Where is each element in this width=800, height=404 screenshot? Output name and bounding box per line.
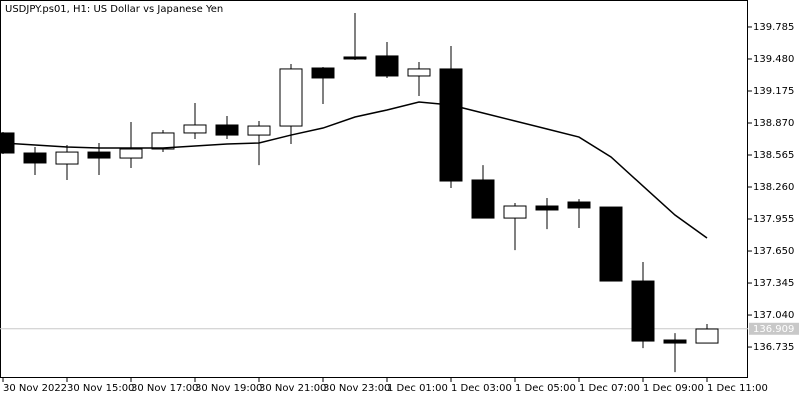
moving-average bbox=[2, 101, 708, 239]
x-tick-label: 1 Dec 03:00 bbox=[451, 383, 512, 394]
candle-body bbox=[439, 68, 463, 182]
x-tick-label: 1 Dec 07:00 bbox=[579, 383, 640, 394]
y-tick-label: 137.040 bbox=[753, 310, 794, 321]
candle-body bbox=[695, 328, 719, 344]
x-tick-label: 30 Nov 15:00 bbox=[67, 383, 134, 394]
x-tick-label: 30 Nov 21:00 bbox=[259, 383, 326, 394]
candle-body bbox=[279, 68, 303, 127]
y-tick-label: 137.955 bbox=[753, 214, 794, 225]
candle-body bbox=[23, 152, 47, 164]
y-tick-label: 138.565 bbox=[753, 150, 794, 161]
candle-body bbox=[567, 201, 591, 209]
last-price-label: 136.909 bbox=[753, 324, 794, 335]
candle-body bbox=[151, 132, 175, 150]
x-tick-label: 30 Nov 23:00 bbox=[323, 383, 390, 394]
candle-body bbox=[55, 151, 79, 165]
candle-body bbox=[311, 67, 335, 79]
candle-body bbox=[663, 339, 687, 344]
x-tick-label: 1 Dec 01:00 bbox=[387, 383, 448, 394]
last-price-tag bbox=[749, 322, 799, 335]
candle-body bbox=[631, 280, 655, 342]
y-tick-label: 136.735 bbox=[753, 342, 794, 353]
x-tick-label: 30 Nov 17:00 bbox=[131, 383, 198, 394]
candle-body bbox=[119, 148, 143, 159]
y-tick-label: 137.345 bbox=[753, 278, 794, 289]
plot-area bbox=[0, 13, 748, 373]
candle-body bbox=[215, 124, 239, 136]
x-tick-label: 30 Nov 19:00 bbox=[195, 383, 262, 394]
x-tick-label: 1 Dec 05:00 bbox=[515, 383, 576, 394]
candle-body bbox=[343, 56, 367, 60]
y-tick-label: 137.650 bbox=[753, 246, 794, 257]
y-tick-label: 138.870 bbox=[753, 118, 794, 129]
candle-body bbox=[247, 125, 271, 136]
y-tick-label: 139.480 bbox=[753, 54, 794, 65]
y-tick-label: 139.175 bbox=[753, 86, 794, 97]
y-tick-label: 139.785 bbox=[753, 22, 794, 33]
y-tick-label: 138.260 bbox=[753, 182, 794, 193]
x-tick-label: 1 Dec 11:00 bbox=[707, 383, 768, 394]
candle-body bbox=[535, 205, 559, 211]
x-tick-label: 1 Dec 09:00 bbox=[643, 383, 704, 394]
plot-frame bbox=[0, 0, 748, 378]
candle-body bbox=[599, 206, 623, 282]
candle-body bbox=[407, 68, 431, 77]
candle-body bbox=[471, 179, 495, 219]
candle-body bbox=[183, 124, 207, 134]
x-tick-label: 30 Nov 2022 bbox=[3, 383, 67, 394]
candle-body bbox=[87, 151, 111, 159]
chart-title: USDJPY.ps01, H1: US Dollar vs Japanese Y… bbox=[5, 4, 223, 15]
candle-body bbox=[503, 205, 527, 219]
candle-body bbox=[375, 55, 399, 77]
